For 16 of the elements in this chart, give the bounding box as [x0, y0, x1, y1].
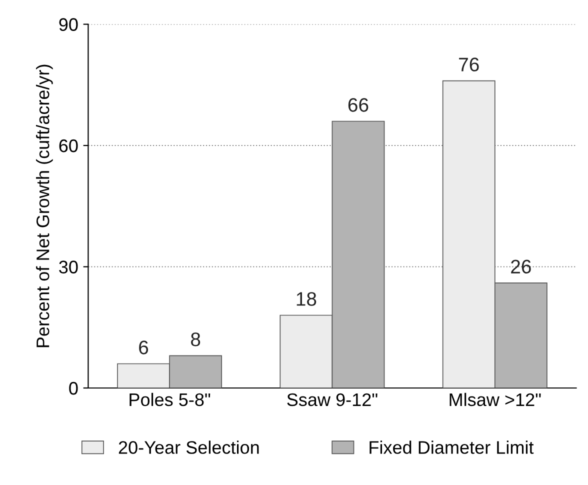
legend-label: Fixed Diameter Limit	[370, 440, 534, 454]
data-label: 66	[348, 98, 368, 112]
data-label: 8	[191, 332, 200, 346]
data-label: 18	[296, 292, 316, 306]
y-axis-title: Percent of Net Growth (cuft/acre/yr)	[36, 64, 53, 348]
y-tick-label: 0	[69, 382, 78, 395]
data-label: 26	[511, 260, 531, 274]
legend-label: 20-Year Selection	[118, 440, 259, 454]
x-tick-label: Mlsaw >12"	[450, 392, 541, 406]
y-tick-label: 60	[59, 139, 78, 152]
data-label: 76	[459, 58, 479, 72]
y-tick-label: 90	[59, 18, 78, 31]
data-label: 6	[139, 340, 148, 354]
x-tick-label: Poles 5-8"	[130, 392, 210, 406]
x-tick-label: Ssaw 9-12"	[287, 393, 378, 406]
y-tick-label: 30	[59, 260, 78, 274]
